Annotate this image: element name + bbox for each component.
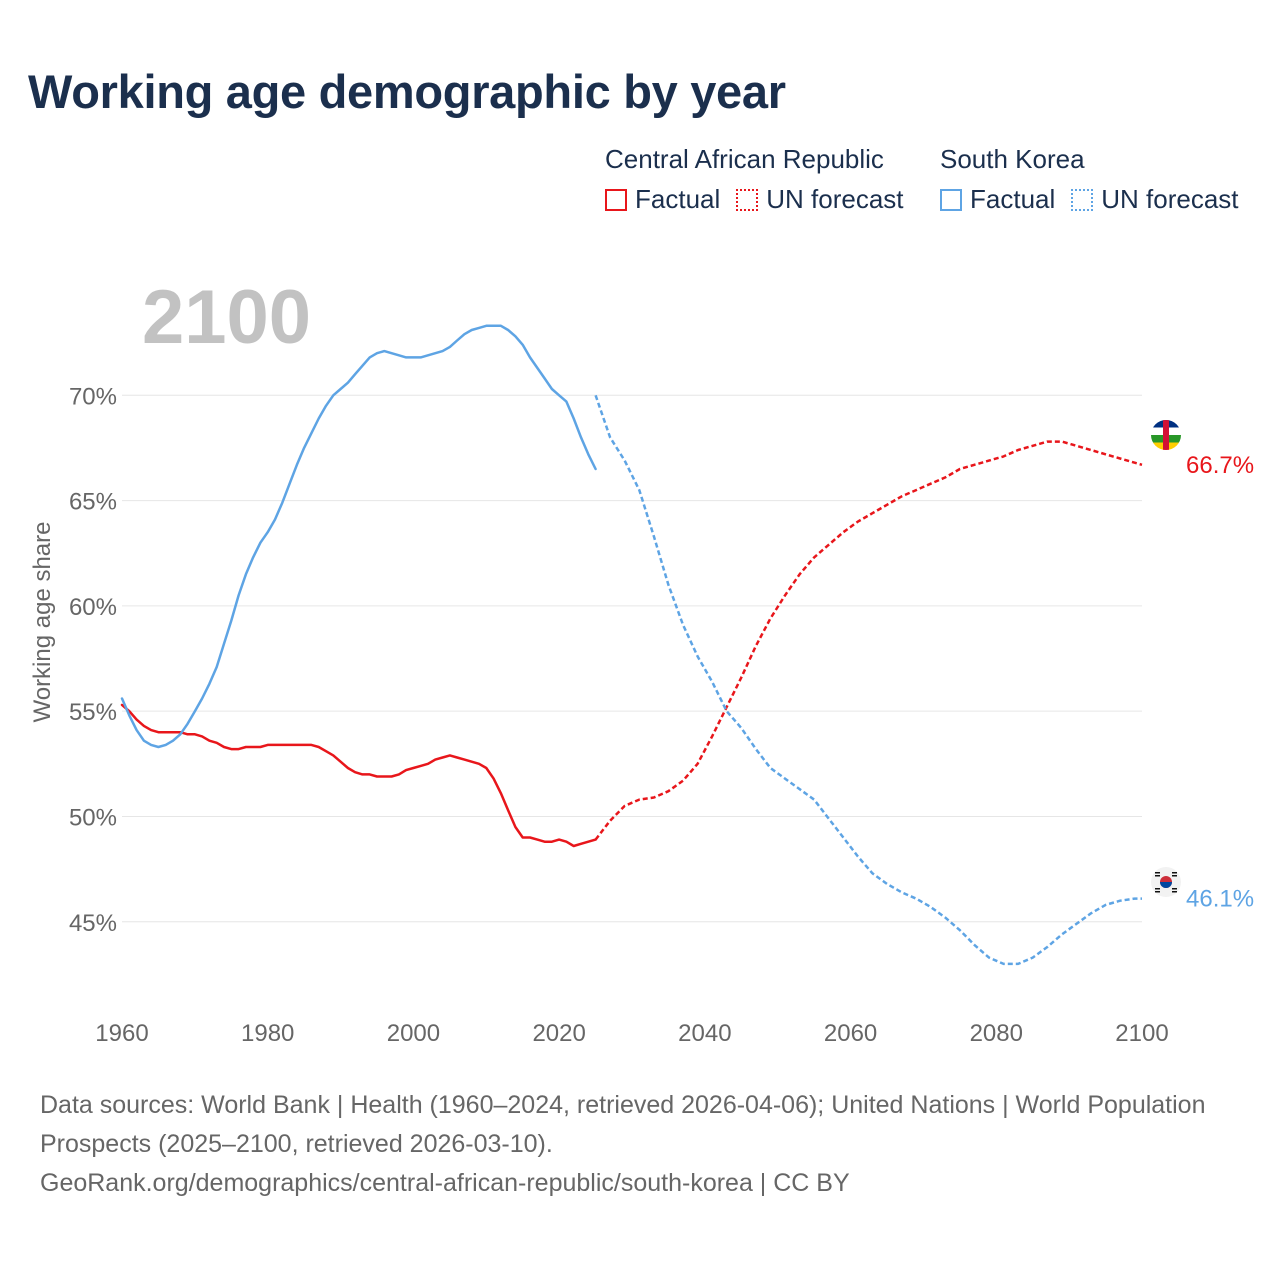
legend-swatch-solid <box>940 188 962 211</box>
x-tick-label: 1980 <box>241 1020 294 1047</box>
y-tick-label: 65% <box>69 489 117 516</box>
legend-group-title: South Korea <box>940 144 1085 174</box>
legend-label: UN forecast <box>766 184 904 214</box>
legend-label: Factual <box>970 184 1056 214</box>
legend-label: Factual <box>635 184 721 214</box>
y-tick-label: 70% <box>69 383 117 410</box>
data-source-note: Data sources: World Bank | Health (1960–… <box>40 1086 1240 1203</box>
south-korea-factual-line <box>120 324 597 749</box>
source-link[interactable]: GeoRank.org/demographics/central-african… <box>40 1169 850 1197</box>
car-end-value-label: 66.7% <box>1186 452 1254 479</box>
south-korea-end-value-label: 46.1% <box>1186 886 1254 913</box>
legend-item-factual[interactable]: Factual <box>605 184 720 215</box>
y-tick-label: 45% <box>69 910 117 937</box>
y-tick-label: 55% <box>69 699 117 726</box>
car-factual-line <box>120 703 597 848</box>
legend-item-factual[interactable]: Factual <box>940 184 1055 215</box>
x-tick-label: 1960 <box>95 1020 148 1047</box>
y-tick-label: 60% <box>69 594 117 621</box>
source-text: Data sources: World Bank | Health (1960–… <box>40 1091 1206 1158</box>
south-korea-flag-icon <box>1151 867 1181 897</box>
legend-swatch-solid <box>605 188 627 211</box>
car-forecast-line <box>594 440 1143 841</box>
legend-group-korea: South Korea Factual UN forecast <box>940 142 1239 215</box>
x-tick-label: 2020 <box>532 1020 585 1047</box>
chart-title: Working age demographic by year <box>28 65 786 118</box>
legend-group-title: Central African Republic <box>605 144 884 174</box>
x-tick-label: 2000 <box>387 1020 440 1047</box>
legend-swatch-dotted <box>1071 188 1094 211</box>
x-tick-label: 2060 <box>824 1020 877 1047</box>
x-tick-label: 2040 <box>678 1020 731 1047</box>
y-axis-title: Working age share <box>29 522 56 723</box>
legend-swatch-dotted <box>736 188 759 211</box>
x-tick-label: 2100 <box>1115 1020 1168 1047</box>
legend-item-forecast[interactable]: UN forecast <box>1071 184 1239 215</box>
legend-label: UN forecast <box>1101 184 1239 214</box>
year-watermark: 2100 <box>142 275 311 360</box>
legend-group-car: Central African Republic Factual UN fore… <box>605 142 920 215</box>
x-tick-label: 2080 <box>970 1020 1023 1047</box>
line-chart: 2100 Working age share 45% 50% 55% 60% 65% 70… <box>29 275 1254 1047</box>
car-flag-icon <box>1151 420 1181 450</box>
south-korea-forecast-line <box>594 394 1142 966</box>
legend-item-forecast[interactable]: UN forecast <box>736 184 904 215</box>
y-tick-label: 50% <box>69 804 117 831</box>
